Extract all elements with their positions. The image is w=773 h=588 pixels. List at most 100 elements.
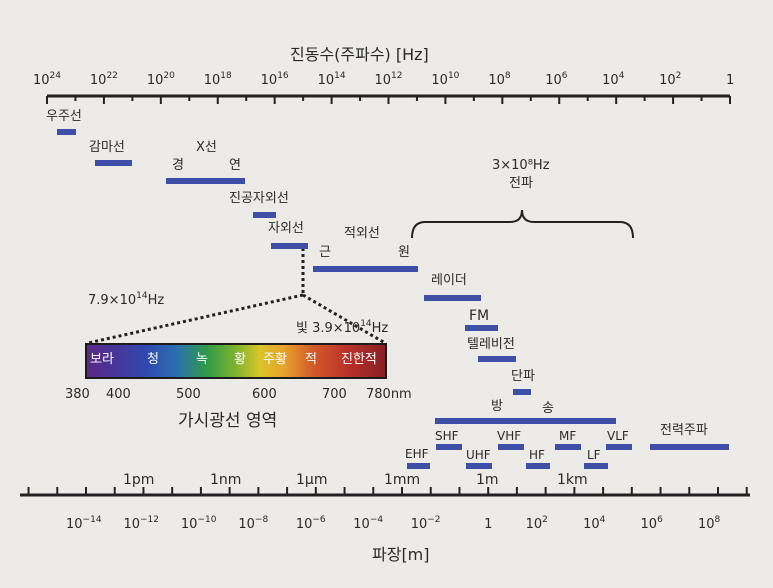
wave-tick-label: 106 bbox=[640, 515, 663, 532]
wave-unit-label: 1mm bbox=[384, 472, 421, 488]
label-uv: 자외선 bbox=[268, 221, 304, 236]
wave-unit-label: 1μm bbox=[296, 472, 328, 488]
bar-power bbox=[650, 444, 729, 450]
label-xray: X선 bbox=[196, 140, 217, 155]
freq-tick-label: 102 bbox=[659, 71, 682, 88]
wave-tick-label: 104 bbox=[583, 515, 606, 532]
label-ir: 적외선 bbox=[344, 226, 380, 241]
bar-vlf bbox=[606, 444, 632, 450]
bar-gamma bbox=[95, 160, 132, 166]
bar-ir bbox=[313, 266, 418, 272]
wave-tick-label: 108 bbox=[698, 515, 721, 532]
visible-color-label: 진한적 bbox=[341, 352, 377, 367]
freq-tick-label: 1012 bbox=[374, 71, 403, 88]
wave-unit-label: 1nm bbox=[210, 472, 242, 488]
bar-ehf bbox=[407, 463, 430, 469]
wave-axis-title: 파장[m] bbox=[372, 545, 430, 564]
label-gamma: 감마선 bbox=[89, 140, 125, 155]
label-shortwave: 단파 bbox=[511, 369, 535, 384]
bar-shortwave bbox=[513, 389, 531, 395]
label-tv: 텔레비전 bbox=[467, 337, 515, 352]
label-lf: LF bbox=[587, 448, 601, 462]
wave-axis-ticks bbox=[27, 487, 748, 495]
bar-hf bbox=[526, 463, 550, 469]
wave-tick-label: 10−2 bbox=[410, 515, 441, 532]
visible-freq-high: 7.9×1014Hz bbox=[88, 291, 165, 308]
visible-color-label: 보라 bbox=[90, 352, 114, 367]
visible-color-label: 황 bbox=[234, 352, 246, 367]
freq-tick-label: 1014 bbox=[317, 71, 346, 88]
bar-broadcast bbox=[435, 418, 616, 424]
label-ir-far: 원 bbox=[398, 245, 410, 260]
label-vuv: 진공자외선 bbox=[229, 191, 289, 206]
wave-tick-label: 10−8 bbox=[238, 515, 269, 532]
label-cosmic: 우주선 bbox=[46, 109, 82, 124]
wave-unit-label: 1pm bbox=[123, 472, 155, 488]
freq-tick-label: 1020 bbox=[146, 71, 175, 88]
freq-tick-label: 1 bbox=[726, 73, 735, 88]
bar-xray bbox=[166, 178, 245, 184]
freq-tick-label: 1018 bbox=[203, 71, 232, 88]
bar-mf bbox=[555, 444, 581, 450]
bar-fm bbox=[465, 325, 498, 331]
label-broadcast-2: 송 bbox=[542, 401, 554, 416]
label-vlf: VLF bbox=[607, 429, 629, 443]
bar-tv bbox=[478, 356, 516, 362]
label-ir-near: 근 bbox=[319, 245, 331, 260]
freq-tick-label: 1016 bbox=[260, 71, 289, 88]
bar-shf bbox=[436, 444, 462, 450]
label-radar: 레이더 bbox=[431, 273, 467, 288]
label-ehf: EHF bbox=[405, 447, 429, 461]
freq-axis-ticks bbox=[46, 96, 731, 104]
label-mf: MF bbox=[559, 429, 577, 443]
wave-unit-label: 1km bbox=[557, 472, 588, 488]
visible-caption: 가시광선 영역 bbox=[178, 411, 278, 431]
visible-color-label: 녹 bbox=[196, 352, 208, 367]
freq-tick-label: 104 bbox=[602, 71, 625, 88]
bar-uhf bbox=[466, 463, 492, 469]
visible-nm-label: 400 bbox=[106, 387, 131, 402]
visible-color-label: 적 bbox=[305, 352, 317, 367]
bar-vhf bbox=[498, 444, 524, 450]
label-uhf: UHF bbox=[466, 448, 491, 462]
label-xray-soft: 연 bbox=[229, 158, 241, 173]
label-shf: SHF bbox=[435, 429, 459, 443]
visible-spectrum-bar bbox=[85, 343, 387, 379]
wave-tick-label: 102 bbox=[525, 515, 548, 532]
label-vhf: VHF bbox=[497, 429, 522, 443]
visible-nm-label: 500 bbox=[176, 387, 201, 402]
label-broadcast-1: 방 bbox=[491, 399, 503, 414]
wave-tick-label: 10−12 bbox=[123, 515, 159, 532]
wave-tick-label: 1 bbox=[484, 517, 493, 532]
freq-tick-label: 1024 bbox=[33, 71, 61, 88]
wave-tick-label: 10−14 bbox=[66, 515, 102, 532]
visible-nm-label: 700 bbox=[322, 387, 347, 402]
bar-radar bbox=[424, 295, 481, 301]
freq-axis-title: 진동수(주파수) [Hz] bbox=[290, 45, 429, 64]
label-power: 전력주파 bbox=[660, 423, 708, 438]
wave-unit-label: 1m bbox=[476, 472, 499, 488]
bar-lf bbox=[584, 463, 608, 469]
freq-tick-label: 1010 bbox=[431, 71, 460, 88]
label-fm: FM bbox=[469, 308, 490, 324]
visible-nm-label: 780nm bbox=[366, 387, 412, 402]
label-radio: 전파 bbox=[509, 176, 533, 191]
bar-vuv bbox=[253, 212, 276, 218]
freq-tick-label: 106 bbox=[545, 71, 568, 88]
visible-freq-low: 빛 3.9×1014Hz bbox=[296, 319, 389, 336]
radio-brace bbox=[411, 209, 634, 239]
bar-uv bbox=[271, 243, 308, 249]
visible-nm-label: 600 bbox=[252, 387, 277, 402]
visible-nm-label: 380 bbox=[65, 387, 90, 402]
freq-tick-label: 1022 bbox=[89, 71, 118, 88]
bar-cosmic bbox=[57, 129, 76, 135]
wave-tick-label: 10−10 bbox=[180, 515, 217, 532]
visible-color-label: 주황 bbox=[263, 352, 287, 367]
wave-tick-label: 10−6 bbox=[295, 515, 326, 532]
label-xray-hard: 경 bbox=[172, 158, 184, 173]
visible-color-label: 청 bbox=[147, 352, 159, 367]
wave-tick-label: 10−4 bbox=[353, 515, 384, 532]
label-radio-freq: 3×10⁸Hz bbox=[492, 158, 550, 173]
